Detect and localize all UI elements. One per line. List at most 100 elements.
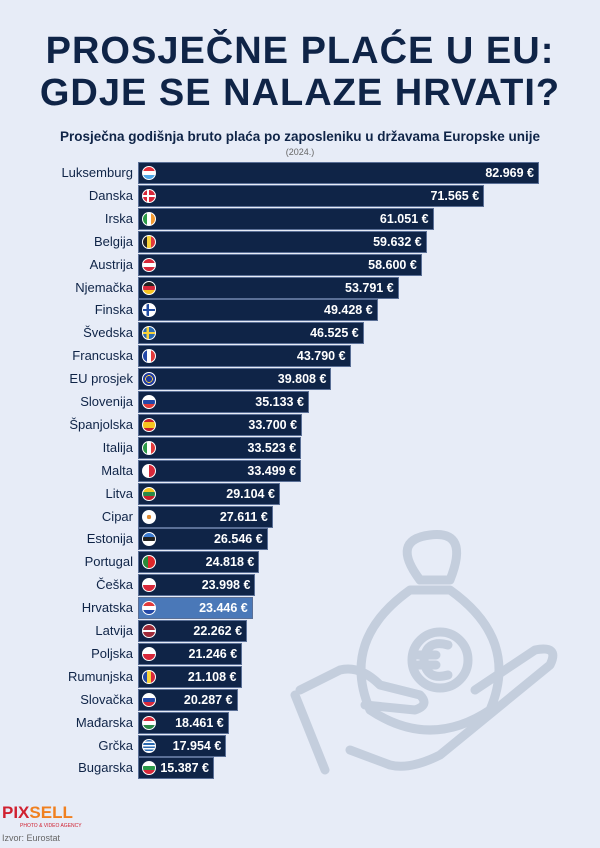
category-label: Grčka xyxy=(98,737,133,753)
bar: 27.611 € xyxy=(139,506,272,527)
source-note: Izvor: Eurostat xyxy=(2,833,61,843)
category-label: Rumunjska xyxy=(67,668,133,684)
value-label: 33.523 € xyxy=(247,440,297,455)
bar: 39.808 € xyxy=(139,369,331,390)
value-label: 20.287 € xyxy=(183,692,233,707)
bar-row: Rumunjska 21.108 € xyxy=(0,666,600,687)
category-label: Češka xyxy=(96,577,133,593)
category-label: Austrija xyxy=(89,256,133,272)
bar: 33.523 € xyxy=(139,437,301,458)
value-label: 46.525 € xyxy=(310,326,359,341)
estonia-flag-icon xyxy=(142,532,156,547)
bar: 59.632 € xyxy=(139,231,426,252)
money-bag-hand-icon xyxy=(290,530,558,775)
bar-row: Bugarska 15.387 € xyxy=(0,758,600,779)
greece-flag-icon xyxy=(142,738,156,753)
value-label: 27.611 € xyxy=(219,509,268,524)
portugal-flag-icon xyxy=(142,555,156,570)
page-title: PROSJEČNE PLAĆE U EU: GDJE SE NALAZE HRV… xyxy=(0,30,600,114)
bar-row: Belgija 59.632 € xyxy=(0,231,600,252)
value-label: 33.499 € xyxy=(247,463,297,478)
category-label: Poljska xyxy=(91,645,133,661)
category-label: Estonija xyxy=(86,531,133,547)
bar: 18.461 € xyxy=(139,712,228,733)
chart-subtitle: (2024.) xyxy=(285,147,315,157)
bar: 58.600 € xyxy=(139,254,421,275)
poland-flag-icon xyxy=(142,646,156,661)
logo-tagline: PHOTO & VIDEO AGENCY xyxy=(20,823,82,829)
bar-row: Grčka 17.954 € xyxy=(0,735,600,756)
value-label: 49.428 € xyxy=(324,303,373,318)
bar: 20.287 € xyxy=(139,689,237,710)
bar: 82.969 € xyxy=(139,163,538,183)
chart-title: Prosječna godišnja bruto plaća po zaposl… xyxy=(59,129,541,144)
finland-flag-icon xyxy=(142,303,156,318)
croatia-flag-icon xyxy=(142,601,156,616)
category-label: Mađarska xyxy=(75,714,133,730)
belgium-flag-icon xyxy=(142,234,156,249)
category-label: Slovačka xyxy=(80,691,133,707)
bar: 29.104 € xyxy=(139,483,279,504)
bar-row: Finska 49.428 € xyxy=(0,300,600,321)
bar-row: Cipar 27.611 € xyxy=(0,506,600,527)
bar: 33.700 € xyxy=(139,414,302,435)
title-line-1: PROSJEČNE PLAĆE U EU: xyxy=(45,30,555,72)
value-label: 26.546 € xyxy=(213,532,263,547)
category-label: Italija xyxy=(102,439,133,455)
bar: 21.108 € xyxy=(139,666,241,687)
ireland-flag-icon xyxy=(142,211,156,226)
bar: 24.818 € xyxy=(139,552,259,573)
bar: 35.133 € xyxy=(139,392,308,412)
spain-flag-icon xyxy=(142,417,156,432)
bar-row: Litva 29.104 € xyxy=(0,483,600,504)
bar: 49.428 € xyxy=(139,300,377,321)
bar: 21.246 € xyxy=(139,643,242,664)
lithuania-flag-icon xyxy=(142,486,156,501)
bar: 15.387 € xyxy=(139,758,213,779)
france-flag-icon xyxy=(142,349,156,364)
value-label: 43.790 € xyxy=(296,349,346,364)
bar-row: Španjolska 33.700 € xyxy=(0,414,600,435)
bar-row: Portugal 24.818 € xyxy=(0,552,600,573)
title-line-2: GDJE SE NALAZE HRVATI? xyxy=(39,72,561,114)
bar: 33.499 € xyxy=(139,460,301,481)
bar-row: Austrija 58.600 € xyxy=(0,254,600,275)
value-label: 23.446 € xyxy=(199,601,248,616)
bar-row: Estonija 26.546 € xyxy=(0,529,600,550)
value-label: 21.108 € xyxy=(187,669,237,684)
sweden-flag-icon xyxy=(142,326,156,341)
value-label: 61.051 € xyxy=(379,211,429,226)
category-label: Slovenija xyxy=(80,394,133,409)
malta-flag-icon xyxy=(142,463,156,478)
bar-row: EU prosjek 39.808 € xyxy=(0,369,600,390)
value-label: 33.700 € xyxy=(248,417,298,432)
bar-row: Njemačka 53.791 € xyxy=(0,277,600,298)
bar: 53.791 € xyxy=(139,277,398,298)
value-label: 29.104 € xyxy=(226,486,275,501)
luxembourg-flag-icon xyxy=(142,166,156,180)
category-label: Španjolska xyxy=(69,416,133,432)
bar-row: Irska 61.051 € xyxy=(0,208,600,229)
value-label: 23.998 € xyxy=(201,578,251,593)
bar-row: Češka 23.998 € xyxy=(0,575,600,596)
value-label: 82.969 € xyxy=(485,166,534,180)
bar-row: Poljska 21.246 € xyxy=(0,643,600,664)
value-label: 17.954 € xyxy=(172,738,222,753)
cyprus-flag-icon xyxy=(142,509,156,524)
category-label: EU prosjek xyxy=(69,371,133,387)
eu-flag-icon xyxy=(142,372,156,387)
bar: 23.446 € xyxy=(139,598,252,619)
category-label: Portugal xyxy=(84,554,133,570)
latvia-flag-icon xyxy=(142,624,156,638)
category-label: Latvija xyxy=(95,623,133,638)
value-label: 15.387 € xyxy=(160,761,209,776)
pixsell-logo: PIXSELL xyxy=(2,803,73,822)
bar: 71.565 € xyxy=(139,185,484,206)
slovakia-flag-icon xyxy=(142,692,156,707)
bar-row: Luksemburg 82.969 € xyxy=(0,163,600,183)
czechia-flag-icon xyxy=(142,578,156,593)
bar-row: Švedska 46.525 € xyxy=(0,323,600,344)
category-label: Luksemburg xyxy=(61,165,133,180)
slovenia-flag-icon xyxy=(142,395,156,409)
germany-flag-icon xyxy=(142,280,156,295)
